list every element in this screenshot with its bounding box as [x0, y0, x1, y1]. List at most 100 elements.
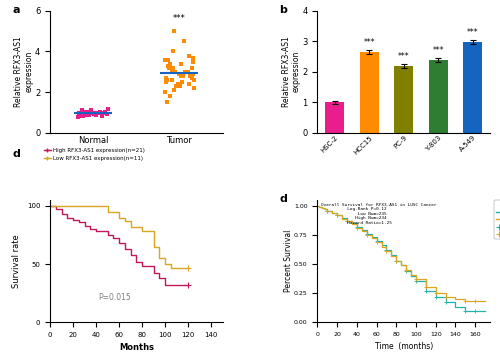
Point [168, 65, 176, 71]
Point [165, 65, 173, 71]
High RFX3-AS1 expression(n=21) [180, 283, 186, 287]
Low RFX3-AS1 expression(n=11) [185, 265, 191, 270]
Low RFX3-AS1 expression(n=11) [174, 265, 180, 270]
Point [162, 100, 170, 105]
Point [92, 112, 100, 117]
Point [184, 69, 192, 75]
High RFX3-AS1 expression(n=21) [104, 233, 110, 237]
Point [96, 110, 104, 115]
Low RFX3-AS1 expression(n=11) [122, 219, 128, 223]
Text: ***: *** [432, 46, 444, 55]
Point [80, 113, 88, 118]
Point [176, 83, 184, 89]
Point [78, 113, 86, 118]
High RFX3-AS1 expression(n=21) [139, 264, 145, 268]
High RFX3-AS1 expression(n=21) [128, 253, 134, 257]
Line: Low RFX3-AS1 expression(n=11): Low RFX3-AS1 expression(n=11) [50, 206, 188, 267]
High RFX3-AS1 expression(n=21) [116, 241, 122, 245]
Point [188, 65, 196, 71]
Point [82, 112, 90, 117]
Point [166, 93, 174, 99]
Point [181, 69, 189, 75]
Point [179, 73, 187, 79]
Legend: high, low, + (high,  1), + (low,  1): high, low, + (high, 1), + (low, 1) [494, 200, 500, 239]
Low RFX3-AS1 expression(n=11) [156, 256, 162, 260]
Bar [428, 60, 448, 133]
Text: a: a [12, 5, 20, 15]
Point [185, 81, 193, 87]
Point [161, 57, 169, 62]
Point [83, 110, 91, 115]
Point [163, 77, 171, 83]
High RFX3-AS1 expression(n=21) [64, 216, 70, 220]
Low RFX3-AS1 expression(n=11) [150, 245, 156, 249]
Y-axis label: Relative RFX3-AS1
expression: Relative RFX3-AS1 expression [282, 37, 301, 107]
Low RFX3-AS1 expression(n=11) [139, 229, 145, 234]
Low RFX3-AS1 expression(n=11) [162, 262, 168, 266]
Point [185, 53, 193, 58]
Low RFX3-AS1 expression(n=11) [47, 204, 53, 208]
Point [172, 83, 180, 89]
Point [186, 73, 194, 79]
Low RFX3-AS1 expression(n=11) [104, 209, 110, 214]
High RFX3-AS1 expression(n=21) [70, 218, 76, 222]
Bar [463, 42, 482, 133]
Point [174, 81, 182, 87]
Point [162, 75, 170, 81]
Y-axis label: Survival rate: Survival rate [12, 234, 21, 288]
Point [87, 108, 95, 113]
Point [92, 111, 100, 116]
Point [190, 77, 198, 83]
Low RFX3-AS1 expression(n=11) [180, 265, 186, 270]
High RFX3-AS1 expression(n=21) [47, 204, 53, 208]
Point [98, 113, 106, 118]
Point [104, 107, 112, 112]
Line: High RFX3-AS1 expression(n=21): High RFX3-AS1 expression(n=21) [50, 206, 188, 285]
Point [90, 111, 98, 116]
Point [92, 111, 100, 116]
Point [176, 71, 184, 77]
Point [170, 49, 177, 54]
Legend: High RFX3-AS1 expression(n=21), Low RFX3-AS1 expression(n=11): High RFX3-AS1 expression(n=21), Low RFX3… [44, 148, 145, 161]
Text: ***: *** [173, 14, 186, 23]
Point [176, 61, 184, 67]
Point [170, 28, 177, 34]
Bar [360, 52, 378, 133]
Point [178, 79, 186, 85]
Point [168, 77, 176, 83]
Point [85, 112, 93, 117]
Point [74, 114, 82, 120]
Point [162, 89, 170, 95]
Point [190, 59, 198, 64]
Low RFX3-AS1 expression(n=11) [168, 265, 174, 270]
Point [168, 67, 176, 73]
High RFX3-AS1 expression(n=21) [134, 260, 140, 264]
Point [80, 108, 88, 114]
Point [76, 110, 84, 115]
High RFX3-AS1 expression(n=21) [53, 207, 59, 212]
Point [190, 85, 198, 91]
Point [80, 112, 88, 117]
Point [162, 79, 170, 85]
High RFX3-AS1 expression(n=21) [185, 283, 191, 287]
Bar [394, 66, 413, 133]
Point [78, 111, 86, 116]
Point [177, 73, 185, 79]
Point [90, 110, 98, 115]
Point [100, 110, 108, 115]
Text: P=0.015: P=0.015 [98, 293, 131, 302]
X-axis label: Months: Months [119, 343, 154, 353]
Low RFX3-AS1 expression(n=11) [70, 204, 76, 208]
Text: Overall Survival for RFX3-AS1 in LUSC Cancer
          Log-Rank P=0.12
         : Overall Survival for RFX3-AS1 in LUSC Ca… [321, 203, 436, 225]
Low RFX3-AS1 expression(n=11) [128, 225, 134, 229]
High RFX3-AS1 expression(n=21) [150, 271, 156, 276]
High RFX3-AS1 expression(n=21) [110, 236, 116, 241]
Point [189, 71, 197, 77]
Bar [326, 102, 344, 133]
Point [78, 108, 86, 113]
Point [188, 55, 196, 61]
Point [188, 75, 196, 81]
High RFX3-AS1 expression(n=21) [76, 220, 82, 224]
High RFX3-AS1 expression(n=21) [58, 212, 64, 216]
Point [75, 112, 83, 117]
